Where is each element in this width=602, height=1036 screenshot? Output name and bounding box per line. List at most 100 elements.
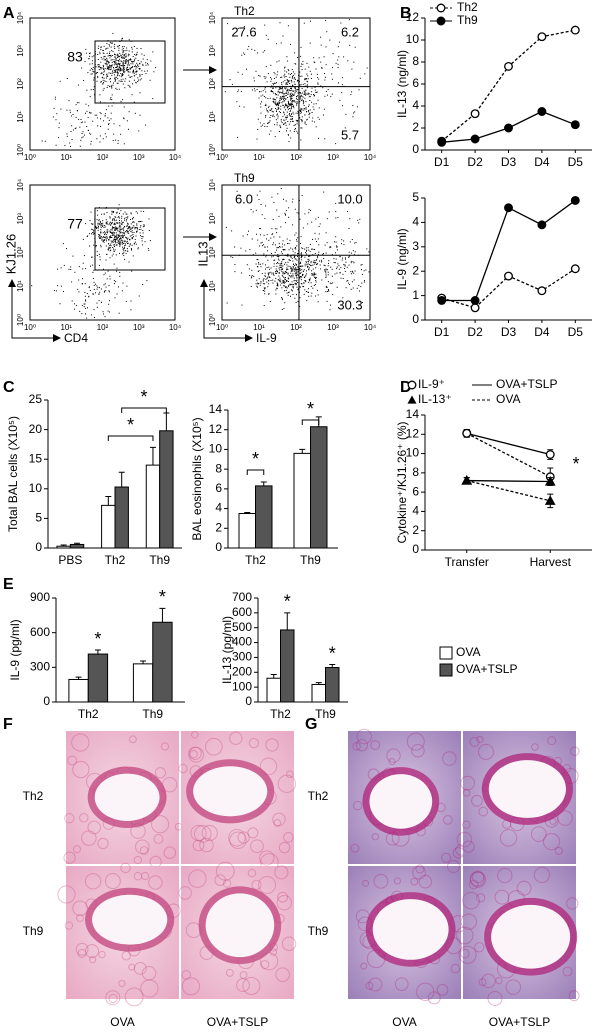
flow-dot [110,112,112,114]
flow-dot [103,241,105,243]
flow-dot [138,130,140,132]
flow-dot [289,130,291,132]
flow-dot [96,255,98,256]
flow-dot [293,78,295,80]
flow-dot [119,242,121,244]
flow-dot [307,263,309,265]
flow-dot [301,108,303,110]
legend-marker [436,3,446,13]
flow-dot [97,66,99,68]
flow-dot [275,76,277,78]
flow-dot [280,97,282,99]
flow-dot [310,295,312,297]
flow-dot [283,272,285,274]
flow-dot [308,292,309,293]
flow-dot [116,244,118,246]
flow-dot [294,124,296,126]
y-tick-label: 0 [412,142,419,156]
flow-dot [100,232,102,234]
flow-dot [249,249,251,251]
flow-y-tick-label: 10³ [208,213,217,225]
tissue-speck [140,979,159,998]
flow-dot [313,259,315,261]
flow-dot [289,239,291,241]
flow-dot [102,138,104,140]
flow-dot [325,275,327,277]
flow-dot [284,70,286,72]
flow-dot [99,141,101,143]
flow-dot [129,64,131,66]
flow-dot [275,268,277,270]
flow-dot [258,283,260,285]
flow-dot [279,87,281,89]
flow-dot [282,89,284,91]
flow-dot [321,67,323,68]
tissue-speck [133,962,147,975]
flow-dot [115,239,117,240]
flow-dot [304,91,306,93]
flow-dot [282,95,284,97]
flow-dot [69,109,71,111]
flow-dot [282,280,284,282]
flow-dot [287,100,289,102]
flow-dot [107,85,109,87]
flow-dot [305,89,307,91]
flow-dot [294,283,296,285]
flow-dot [113,250,115,252]
flow-dot [115,216,117,218]
tissue-speck [272,812,286,827]
flow-dot [124,50,126,52]
y-tick-label: 15 [29,451,43,465]
flow-dot [117,64,118,66]
flow-dot [301,88,303,90]
flow-dot [96,288,98,290]
flow-dot [231,230,233,232]
flow-dot [102,236,104,238]
flow-dot [129,59,131,61]
flow-dot [296,240,298,242]
flow-dot [97,227,99,229]
flow-dot [253,77,255,79]
flow-dot [112,227,114,229]
flow-dot [128,50,130,52]
flow-dot [112,55,114,56]
flow-dot [106,57,108,59]
flow-dot [286,56,288,58]
flow-dot [332,53,334,55]
flow-dot [99,238,101,239]
flow-dot [244,53,246,55]
flow-dot [292,76,294,78]
flow-dot [317,83,319,85]
flow-dot [264,272,266,274]
flow-dot [283,112,285,114]
flow-dot [251,238,253,240]
flow-y-tick-label: 10⁰ [208,314,217,326]
flow-dot [274,251,276,253]
flow-dot [365,269,367,271]
flow-dot [301,255,302,257]
flow-plot-frame [29,184,176,321]
flow-dot [126,237,128,239]
flow-dot [277,91,279,93]
tissue-speck [371,833,380,841]
flow-dot [294,270,296,272]
flow-dot [116,293,118,295]
flow-dot [291,289,293,291]
flow-dot [307,291,309,293]
flow-dot [100,237,102,239]
flow-dot [295,91,297,92]
flow-dot [122,83,124,85]
flow-dot [266,267,268,269]
flow-dot [90,73,92,75]
flow-dot [327,289,329,290]
flow-dot [110,65,112,67]
flow-dot [280,226,282,228]
flow-dot [271,110,273,112]
flow-dot [105,245,107,247]
flow-dot [87,235,89,237]
flow-dot [112,51,114,53]
tissue-speck [250,839,264,854]
tissue-speck [222,879,232,888]
flow-dot [261,241,263,243]
flow-dot [116,242,118,244]
